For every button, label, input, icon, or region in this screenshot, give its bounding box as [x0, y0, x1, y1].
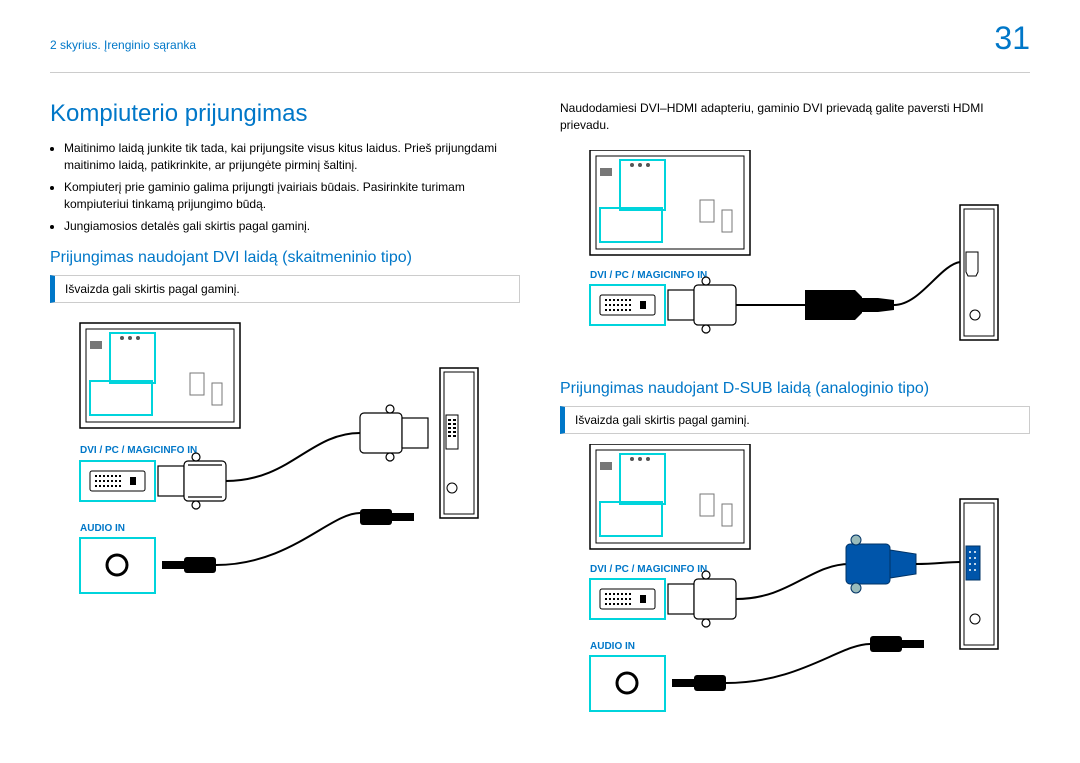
- audio-port-label: AUDIO IN: [80, 523, 125, 534]
- chapter-label: 2 skyrius. Įrenginio sąranka: [50, 38, 196, 52]
- right-column: Naudodamiesi DVI–HDMI adapteriu, gaminio…: [560, 100, 1030, 734]
- dvi-port-label-top: DVI / PC / MAGICINFO IN: [590, 270, 707, 281]
- bullet-1: Maitinimo laidą junkite tik tada, kai pr…: [64, 140, 520, 175]
- page-number: 31: [994, 20, 1030, 57]
- dvi-hdmi-intro: Naudodamiesi DVI–HDMI adapteriu, gaminio…: [560, 100, 1030, 134]
- header-divider: [50, 72, 1030, 73]
- dvi-port-label: DVI / PC / MAGICINFO IN: [80, 445, 197, 456]
- bullet-2: Kompiuterį prie gaminio galima prijungti…: [64, 179, 520, 214]
- left-column: Kompiuterio prijungimas Maitinimo laidą …: [50, 100, 520, 734]
- dvi-diagram: DVI / PC / MAGICINFO IN: [50, 313, 520, 613]
- bullet-3: Jungiamosios detalės gali skirtis pagal …: [64, 218, 520, 235]
- instruction-bullets: Maitinimo laidą junkite tik tada, kai pr…: [50, 140, 520, 235]
- dvi-port-label-bottom: DVI / PC / MAGICINFO IN: [590, 564, 707, 575]
- heading-connect-computer: Kompiuterio prijungimas: [50, 100, 520, 128]
- note-appearance-left: Išvaizda gali skirtis pagal gaminį.: [50, 275, 520, 303]
- dsub-diagram: DVI / PC / MAGICINFO IN: [560, 444, 1030, 734]
- heading-dvi: Prijungimas naudojant DVI laidą (skaitme…: [50, 249, 520, 267]
- heading-dsub: Prijungimas naudojant D-SUB laidą (analo…: [560, 380, 1030, 398]
- dvi-hdmi-diagram: DVI / PC / MAGICINFO IN: [560, 150, 1030, 370]
- note-appearance-right: Išvaizda gali skirtis pagal gaminį.: [560, 406, 1030, 434]
- audio-port-label-right: AUDIO IN: [590, 641, 635, 652]
